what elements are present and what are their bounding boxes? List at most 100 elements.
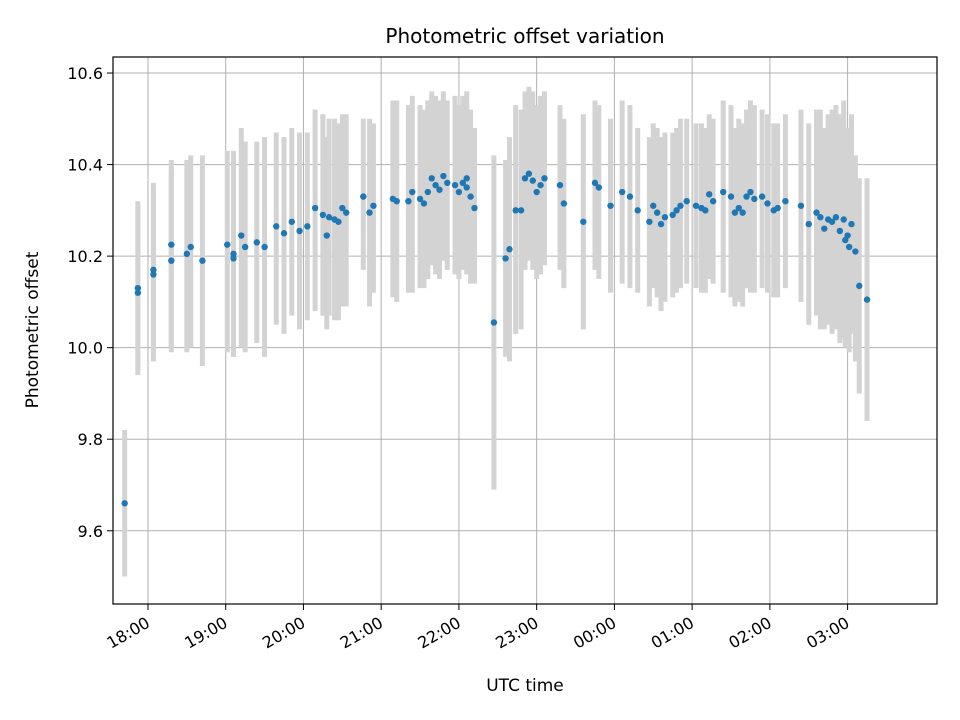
data-point	[134, 284, 142, 292]
data-point	[440, 172, 447, 180]
data-point	[706, 191, 713, 198]
data-point	[311, 204, 319, 212]
data-point	[506, 246, 513, 253]
data-point	[747, 188, 754, 196]
y-tick-label: 9.6	[78, 522, 103, 541]
data-point	[852, 248, 859, 255]
data-point	[168, 241, 175, 248]
data-point	[393, 197, 400, 205]
data-point	[661, 214, 669, 221]
data-point	[424, 188, 432, 196]
data-point	[296, 227, 303, 235]
data-point	[517, 207, 525, 214]
data-point	[436, 186, 443, 193]
data-point	[739, 209, 746, 216]
data-point	[444, 179, 451, 187]
data-point	[650, 202, 657, 209]
data-point	[836, 227, 844, 235]
data-point	[280, 230, 288, 237]
data-point	[731, 209, 739, 216]
chart-title: Photometric offset variation	[385, 24, 664, 48]
data-point	[241, 243, 249, 251]
data-point	[428, 175, 435, 182]
data-point	[845, 243, 853, 251]
data-point	[420, 200, 428, 207]
data-point	[832, 214, 840, 221]
data-point	[288, 218, 295, 225]
data-point	[709, 197, 717, 205]
data-point	[533, 188, 540, 196]
data-point	[607, 202, 614, 209]
data-point	[471, 204, 478, 212]
data-point	[463, 184, 470, 191]
data-point	[187, 243, 194, 251]
data-point	[325, 214, 333, 221]
data-point	[339, 204, 346, 212]
data-point	[591, 179, 599, 187]
data-point	[432, 181, 439, 189]
data-point	[751, 195, 758, 203]
data-point	[560, 200, 568, 207]
data-point	[626, 193, 634, 200]
data-point	[727, 193, 735, 200]
data-point	[323, 232, 330, 239]
data-point	[319, 211, 327, 219]
data-point	[840, 216, 847, 223]
data-point	[199, 257, 206, 264]
data-point	[541, 175, 548, 182]
data-point	[273, 223, 280, 230]
data-point	[416, 195, 424, 203]
data-point	[224, 241, 231, 248]
data-point	[580, 218, 587, 225]
data-point	[134, 289, 142, 296]
data-point	[467, 193, 474, 200]
data-point	[409, 188, 416, 196]
data-point	[502, 255, 509, 262]
data-point	[657, 220, 665, 228]
data-point	[512, 207, 519, 214]
data-point	[556, 181, 564, 189]
data-point	[844, 232, 851, 239]
data-point	[673, 207, 680, 214]
y-tick-label: 10.2	[67, 247, 103, 266]
y-tick-label: 9.8	[78, 430, 103, 449]
x-axis-label: UTC time	[486, 676, 564, 696]
data-point	[863, 296, 871, 303]
data-point	[455, 188, 463, 196]
data-point	[405, 197, 412, 205]
plot-frame	[112, 56, 938, 605]
data-point	[537, 181, 544, 189]
data-point	[253, 239, 261, 246]
data-point	[335, 218, 342, 225]
data-point	[343, 209, 350, 216]
data-point	[451, 181, 459, 189]
data-point	[669, 211, 676, 219]
data-point	[463, 175, 470, 182]
data-point	[797, 202, 805, 209]
data-point	[692, 202, 700, 209]
y-tick-label: 10.6	[67, 64, 103, 83]
data-point	[720, 188, 727, 196]
y-axis: 9.6 9.8 10.0 10.2 10.4 10.6	[67, 64, 113, 541]
data-point	[261, 243, 268, 251]
data-point	[304, 223, 311, 230]
data-point	[459, 179, 467, 187]
data-point	[521, 175, 529, 182]
data-point	[529, 177, 536, 184]
y-tick-label: 10.4	[67, 156, 103, 175]
data-point	[774, 204, 781, 212]
data-point	[782, 197, 789, 205]
data-point	[121, 500, 128, 507]
data-point	[230, 255, 237, 262]
data-point	[370, 202, 377, 209]
data-point	[735, 204, 742, 212]
data-point	[813, 209, 820, 216]
data-point	[828, 218, 836, 225]
data-point	[805, 220, 812, 228]
data-point	[646, 218, 653, 225]
data-point	[817, 214, 824, 221]
data-point	[702, 207, 709, 214]
data-points	[121, 170, 871, 507]
